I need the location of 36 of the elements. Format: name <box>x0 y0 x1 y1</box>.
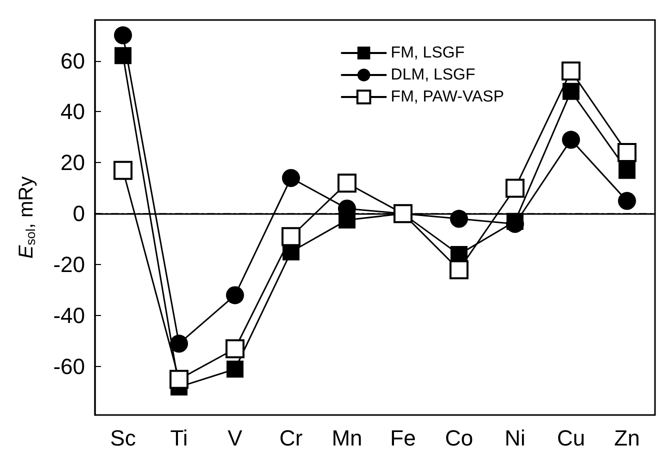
point <box>506 178 524 198</box>
y-axis-title: Esol, mRy <box>16 176 38 259</box>
x-tick-label: Ti <box>170 426 188 450</box>
point <box>170 334 188 353</box>
y-tick-label: 20 <box>60 150 85 176</box>
x-tick-label: Zn <box>614 426 640 450</box>
x-tick-label: Ni <box>504 426 526 450</box>
point <box>170 370 188 389</box>
x-tick-label: Co <box>444 426 474 450</box>
point <box>450 210 468 228</box>
y-tick-label: -20 <box>53 252 85 278</box>
y-tick-label: -40 <box>53 303 85 328</box>
point <box>226 286 244 304</box>
point <box>618 162 636 179</box>
point <box>562 130 580 149</box>
legend-label: DLM, LSGF <box>390 66 476 84</box>
x-tick-label: Mn <box>332 426 362 450</box>
x-tick-label: Fe <box>390 426 416 450</box>
x-tick-label: Cr <box>279 426 303 450</box>
y-tick-label: 40 <box>60 99 85 124</box>
x-tick-label: Sc <box>110 426 136 450</box>
point <box>226 339 244 358</box>
legend-label: FM, PAW-VASP <box>390 88 504 106</box>
x-tick-label: Cu <box>556 426 586 450</box>
point <box>114 26 132 44</box>
point <box>226 360 244 378</box>
point <box>338 174 356 193</box>
y-tick-label: 60 <box>60 48 85 74</box>
point <box>618 192 636 210</box>
legend-label: FM, LSGF <box>390 44 465 62</box>
x-tick-label: V <box>228 426 243 450</box>
y-tick-label: 0 <box>72 201 85 226</box>
point <box>562 82 580 100</box>
point <box>114 47 132 64</box>
y-tick-label: -60 <box>53 354 85 380</box>
point <box>282 169 300 187</box>
